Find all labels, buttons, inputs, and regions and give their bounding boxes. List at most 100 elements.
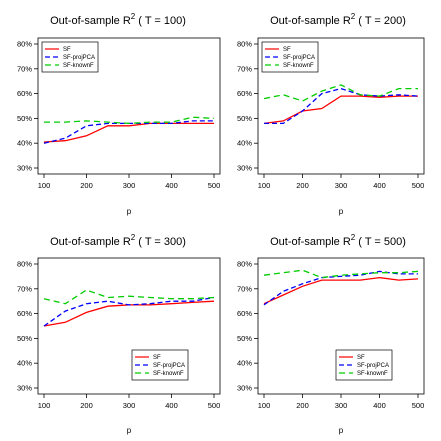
- title-rest: ( T = 100): [135, 15, 186, 27]
- y-tick-label: 40%: [237, 139, 252, 148]
- x-tick-label: 200: [80, 401, 93, 410]
- legend-box: [131, 349, 189, 381]
- title-main: Out-of-sample R: [270, 15, 351, 27]
- legend-label: SF-projPCA: [357, 363, 389, 369]
- legend-label: SF-knownF: [153, 371, 184, 377]
- y-tick-label: 70%: [237, 284, 252, 293]
- chart-title: Out-of-sample R2 ( T = 500): [270, 233, 406, 248]
- y-tick-label: 60%: [237, 89, 252, 98]
- title-rest: ( T = 500): [355, 236, 406, 248]
- legend-label: SF-knownF: [63, 63, 94, 69]
- x-tick-label: 400: [165, 401, 178, 410]
- series-line-sf-knownf: [43, 289, 215, 305]
- title-main: Out-of-sample R: [50, 236, 131, 248]
- series-line-sf-projpca: [263, 270, 418, 306]
- legend-box: [335, 349, 393, 381]
- y-tick-label: 60%: [237, 309, 252, 318]
- y-tick-label: 60%: [17, 89, 32, 98]
- y-tick-label: 50%: [237, 334, 252, 343]
- x-axis-label: p: [339, 207, 344, 216]
- x-tick-label: 500: [208, 401, 221, 410]
- y-tick-label: 30%: [17, 164, 32, 173]
- y-tick-label: 50%: [17, 114, 32, 123]
- y-tick-label: 30%: [237, 384, 252, 393]
- y-tick-label: 60%: [17, 309, 32, 318]
- plot-frame: [37, 257, 221, 395]
- chart-title: Out-of-sample R2 ( T = 100): [50, 12, 186, 27]
- x-tick-label: 100: [258, 181, 271, 190]
- series-line-sf-projpca: [264, 87, 419, 125]
- legend-box: [41, 41, 99, 73]
- y-tick-label: 80%: [17, 40, 32, 49]
- legend: SF SF-projPCA SF-knownF: [131, 349, 189, 381]
- title-superscript: 2: [131, 12, 136, 21]
- title-superscript: 2: [351, 233, 356, 242]
- legend-box: [261, 41, 319, 73]
- x-tick-label: 500: [412, 401, 425, 410]
- chart-panel-3: Out-of-sample R2 ( T = 300) 100 200 300 400 5…: [17, 233, 221, 435]
- y-tick-label: 70%: [237, 64, 252, 73]
- legend-label: SF-knownF: [283, 63, 314, 69]
- x-tick-label: 500: [412, 181, 425, 190]
- x-tick-label: 300: [123, 181, 136, 190]
- chart-title: Out-of-sample R2 ( T = 300): [50, 233, 186, 248]
- title-main: Out-of-sample R: [50, 15, 131, 27]
- legend-label: SF-projPCA: [153, 363, 185, 369]
- y-tick-label: 40%: [17, 359, 32, 368]
- legend: SF SF-projPCA SF-knownF: [261, 41, 319, 73]
- x-axis-label: p: [127, 426, 132, 435]
- chart-panel-1: Out-of-sample R2 ( T = 100) 100 200 300 400 5…: [17, 12, 221, 216]
- chart-panel-2: Out-of-sample R2 ( T = 200) 100 200 300 400 5…: [237, 12, 425, 216]
- y-tick-label: 80%: [237, 40, 252, 49]
- x-tick-label: 400: [165, 181, 178, 190]
- title-main: Out-of-sample R: [270, 236, 351, 248]
- x-axis-label: p: [127, 207, 132, 216]
- series-line-sf-projpca: [43, 296, 215, 327]
- x-tick-label: 500: [208, 181, 221, 190]
- series-line-sf: [263, 276, 419, 305]
- y-tick-label: 30%: [237, 164, 252, 173]
- legend-label: SF: [357, 355, 365, 361]
- x-tick-label: 300: [335, 181, 348, 190]
- x-axis-label: p: [339, 426, 344, 435]
- y-tick-label: 80%: [17, 260, 32, 269]
- title-rest: ( T = 300): [135, 236, 186, 248]
- title-superscript: 2: [351, 12, 356, 21]
- x-tick-label: 400: [373, 401, 386, 410]
- y-tick-label: 80%: [237, 260, 252, 269]
- legend: SF SF-projPCA SF-knownF: [41, 41, 99, 73]
- legend-label: SF: [283, 47, 291, 53]
- series-line-sf-knownf: [263, 269, 419, 279]
- title-superscript: 2: [131, 233, 136, 242]
- y-tick-label: 40%: [17, 139, 32, 148]
- y-tick-label: 40%: [237, 359, 252, 368]
- series-line-sf-knownf: [263, 84, 418, 102]
- legend-label: SF: [153, 355, 161, 361]
- chart-title: Out-of-sample R2 ( T = 200): [270, 12, 406, 27]
- legend-label: SF-projPCA: [283, 55, 315, 61]
- legend-label: SF: [63, 47, 71, 53]
- y-tick-label: 50%: [237, 114, 252, 123]
- x-tick-label: 300: [335, 401, 348, 410]
- x-tick-label: 100: [38, 401, 51, 410]
- x-tick-label: 300: [123, 401, 136, 410]
- legend-label: SF-knownF: [357, 371, 388, 377]
- legend-label: SF-projPCA: [63, 55, 95, 61]
- series-line-sf-knownf: [44, 116, 215, 125]
- series-line-sf: [43, 122, 214, 143]
- title-rest: ( T = 200): [355, 15, 406, 27]
- y-tick-label: 50%: [17, 334, 32, 343]
- y-tick-label: 70%: [17, 64, 32, 73]
- y-tick-label: 70%: [17, 284, 32, 293]
- x-tick-label: 100: [38, 181, 51, 190]
- x-tick-label: 200: [296, 401, 309, 410]
- y-tick-label: 30%: [17, 384, 32, 393]
- x-tick-label: 400: [373, 181, 386, 190]
- legend: SF SF-projPCA SF-knownF: [335, 349, 393, 381]
- chart-panel-4: Out-of-sample R2 ( T = 500) 100 200 300 400 5…: [237, 233, 425, 435]
- series-line-sf: [263, 95, 418, 125]
- x-tick-label: 100: [258, 401, 271, 410]
- x-tick-label: 200: [296, 181, 309, 190]
- x-tick-label: 200: [80, 181, 93, 190]
